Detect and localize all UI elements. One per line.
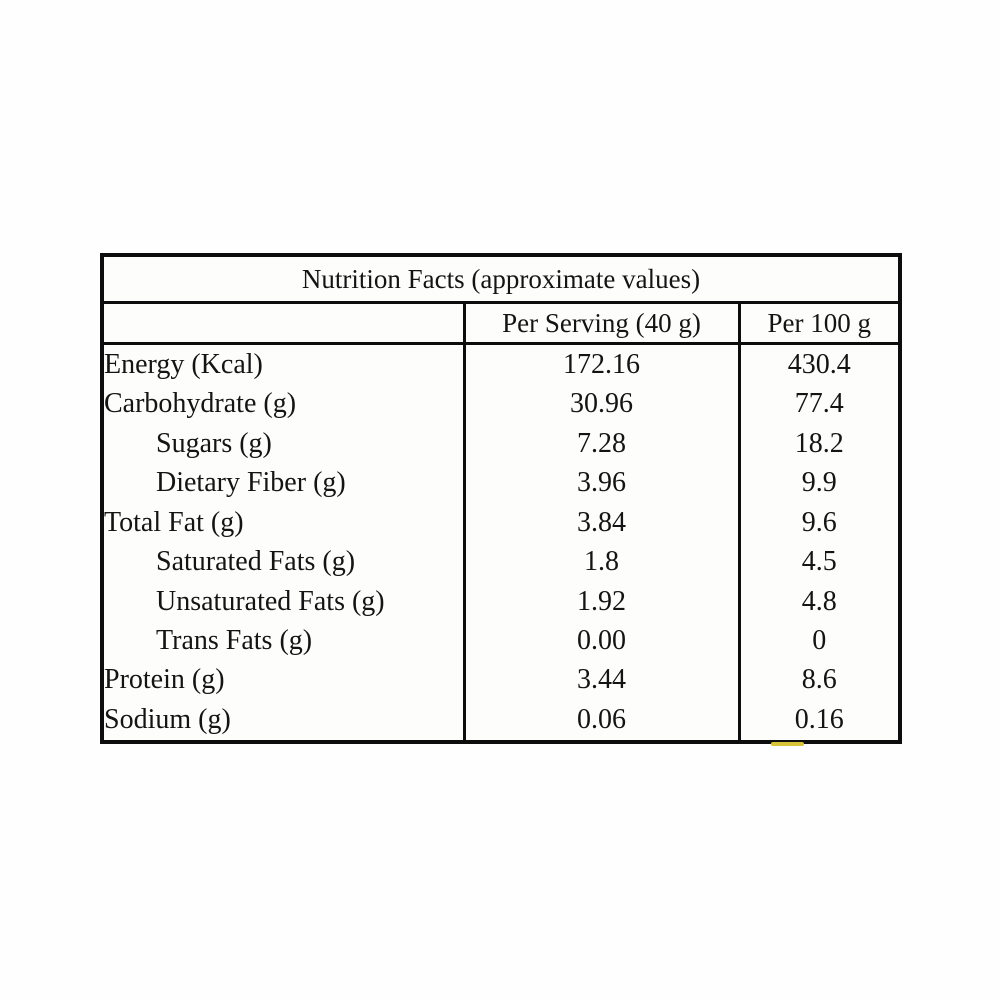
row-label: Carbohydrate (g) — [104, 388, 297, 420]
per-100g-value: 0.16 — [737, 700, 901, 742]
per-100g-value: 9.9 — [737, 463, 901, 503]
row-label: Dietary Fiber (g) — [156, 467, 346, 499]
per-100g-value: 4.8 — [737, 581, 901, 622]
per-serving-value: 1.92 — [462, 581, 739, 622]
row-label: Energy (Kcal) — [104, 348, 263, 380]
nutrition-facts-table: Nutrition Facts (approximate values) Per… — [100, 253, 903, 744]
per-serving-value: 172.16 — [462, 343, 739, 385]
per-serving-value: 7.28 — [462, 424, 739, 464]
row-label: Total Fat (g) — [104, 506, 244, 538]
column-header-empty — [102, 302, 464, 345]
row-label: Sodium (g) — [104, 704, 231, 735]
table-row-energy: Energy (Kcal) 172.16 430.4 — [102, 343, 901, 385]
per-serving-value: 3.84 — [462, 502, 739, 543]
per-serving-value: 0.00 — [462, 621, 739, 661]
per-100g-value: 8.6 — [737, 660, 901, 701]
per-100g-value: 77.4 — [737, 384, 901, 425]
row-label: Protein (g) — [104, 664, 225, 696]
column-header-per-100g: Per 100 g — [737, 302, 901, 345]
per-serving-value: 3.44 — [462, 660, 739, 701]
table-row-carbohydrate: Carbohydrate (g) 30.96 77.4 — [102, 384, 901, 425]
per-100g-value: 0 — [737, 621, 901, 661]
row-label: Saturated Fats (g) — [156, 546, 356, 578]
column-header-per-serving: Per Serving (40 g) — [462, 302, 739, 345]
table-row-sodium: Sodium (g) 0.06 0.16 — [102, 700, 901, 742]
per-serving-value: 0.06 — [462, 700, 739, 742]
table-title-row: Nutrition Facts (approximate values) — [102, 255, 901, 304]
per-100g-value: 18.2 — [737, 424, 901, 464]
row-label: Trans Fats (g) — [156, 624, 313, 656]
per-100g-value: 4.5 — [737, 542, 901, 582]
yellow-smudge-artifact — [771, 742, 804, 746]
table-row-total-fat: Total Fat (g) 3.84 9.6 — [102, 502, 901, 543]
table-row-saturated-fats: Saturated Fats (g) 1.8 4.5 — [102, 542, 901, 582]
row-label: Sugars (g) — [156, 427, 272, 459]
per-100g-value: 9.6 — [737, 502, 901, 543]
table-row-protein: Protein (g) 3.44 8.6 — [102, 660, 901, 701]
table-row-unsaturated-fats: Unsaturated Fats (g) 1.92 4.8 — [102, 581, 901, 622]
per-100g-value: 430.4 — [737, 343, 901, 385]
per-serving-value: 1.8 — [462, 542, 739, 582]
table-row-dietary-fiber: Dietary Fiber (g) 3.96 9.9 — [102, 463, 901, 503]
table-title: Nutrition Facts (approximate values) — [102, 255, 901, 304]
table-header-row: Per Serving (40 g) Per 100 g — [102, 302, 901, 345]
table-row-sugars: Sugars (g) 7.28 18.2 — [102, 424, 901, 464]
per-serving-value: 30.96 — [462, 384, 739, 425]
row-label: Unsaturated Fats (g) — [156, 585, 385, 617]
table-row-trans-fats: Trans Fats (g) 0.00 0 — [102, 621, 901, 661]
per-serving-value: 3.96 — [462, 463, 739, 503]
